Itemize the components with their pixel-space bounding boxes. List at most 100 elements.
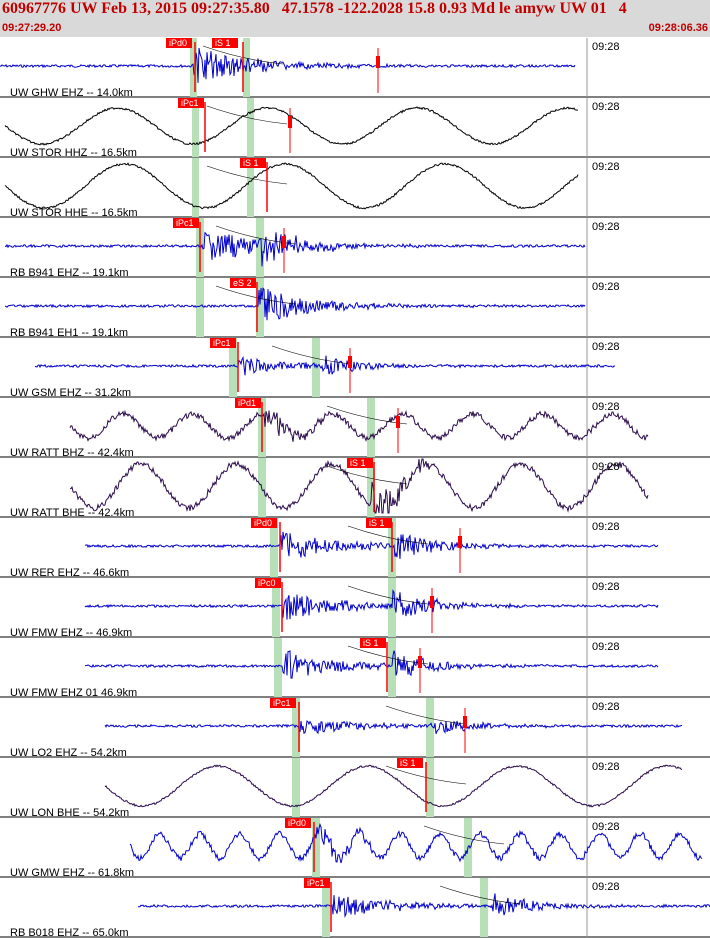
travel-time-curve — [347, 585, 429, 605]
trace-time: 09:28 — [592, 401, 620, 413]
phase-window — [192, 158, 199, 217]
header-bar: 60967776 UW Feb 13, 2015 09:27:35.80 47.… — [0, 0, 710, 37]
pick-label: iPc1 — [181, 98, 199, 108]
waveform — [0, 47, 576, 83]
travel-time-curve — [385, 705, 467, 725]
phase-window — [196, 278, 204, 337]
waveform — [69, 458, 649, 514]
trace-time: 09:28 — [592, 641, 620, 653]
phase-window — [322, 878, 330, 937]
phase-window — [247, 158, 254, 217]
pick-label: iS 1 — [350, 458, 366, 468]
amplitude-bar — [463, 716, 467, 728]
pick-label: iPc1 — [213, 338, 231, 348]
waveform — [4, 106, 579, 146]
trace-time: 09:28 — [592, 521, 620, 533]
station-label: UW LON BHE -- 54.2km — [10, 807, 129, 819]
phase-window — [256, 218, 264, 277]
pick-flag[interactable] — [251, 518, 277, 528]
pick-flag[interactable] — [285, 818, 311, 828]
pick-label: iS 1 — [363, 638, 379, 648]
pick-label: iS 1 — [215, 38, 231, 48]
pick-flag[interactable] — [397, 758, 423, 768]
station-label: UW RATT BHE -- 42.4km — [10, 507, 134, 519]
trace-row: iPd1 09:28 UW RATT BHZ -- 42.4km — [0, 398, 710, 459]
waveform — [104, 720, 683, 735]
travel-time-curve — [215, 285, 297, 305]
station-label: UW GMW EHZ -- 61.8km — [10, 867, 134, 879]
phase-window — [312, 818, 320, 877]
waveform — [4, 231, 586, 267]
amplitude-bar — [396, 416, 400, 428]
pick-flag[interactable] — [230, 278, 256, 288]
travel-time-curve — [206, 165, 288, 185]
phase-window — [229, 338, 237, 397]
trace-row: iPc1 09:28 RB B018 EHZ -- 65.0km — [0, 878, 710, 938]
waveform — [84, 589, 659, 620]
trace-time: 09:28 — [592, 341, 620, 353]
station-label: RB B941 EH1 -- 19.1km — [10, 327, 128, 339]
trace-row: iPc0 09:28 UW FMW EHZ -- 46.9km — [0, 578, 710, 639]
trace-row: iPd0 iS 1 09:28 UW RER EHZ -- 46.6km — [0, 518, 710, 579]
pick-flag[interactable] — [173, 218, 199, 228]
pick-flag[interactable] — [255, 578, 281, 588]
phase-window — [256, 278, 264, 337]
travel-time-curve — [271, 345, 353, 365]
pick-label: iPd1 — [238, 398, 256, 408]
pick-flag[interactable] — [166, 38, 192, 48]
travel-time-curve — [347, 525, 429, 545]
seismogram-panel: iPd0 iS 1 09:28 UW GHW EHZ -- 14.0km iPc1 09:… — [0, 38, 710, 938]
waveform — [69, 409, 649, 442]
trace-row: iPd0 iS 1 09:28 UW GHW EHZ -- 14.0km — [0, 38, 710, 99]
phase-window — [388, 638, 396, 697]
pick-flag[interactable] — [304, 878, 330, 888]
pick-label: iPd0 — [169, 38, 187, 48]
pick-flag[interactable] — [210, 338, 236, 348]
pick-label: iS 1 — [369, 518, 385, 528]
amplitude-bar — [430, 596, 434, 608]
pick-flag[interactable] — [240, 158, 266, 168]
trace-row: iPc1 09:28 UW LO2 EHZ -- 54.2km — [0, 698, 710, 759]
phase-window — [367, 458, 375, 517]
end-time: 09:28:06.36 — [648, 22, 708, 34]
pick-label: iPc1 — [176, 218, 194, 228]
phase-window — [426, 758, 434, 817]
pick-flag[interactable] — [360, 638, 386, 648]
pick-label: iS 1 — [400, 758, 416, 768]
trace-time: 09:28 — [592, 821, 620, 833]
pick-flag[interactable] — [178, 98, 204, 108]
waveform — [85, 650, 659, 679]
phase-window — [480, 878, 488, 937]
pick-flag[interactable] — [270, 698, 296, 708]
amplitude-bar — [282, 236, 286, 248]
station-label: UW FMW EHZ 01 46.9km — [10, 687, 137, 699]
station-label: UW STOR HHZ -- 16.5km — [10, 147, 137, 159]
trace-time: 09:28 — [592, 41, 620, 53]
amplitude-bar — [288, 116, 292, 128]
phase-window — [367, 398, 375, 457]
pick-label: iPd0 — [288, 818, 306, 828]
station-label: UW GHW EHZ -- 14.0km — [10, 87, 133, 99]
pick-flag[interactable] — [235, 398, 261, 408]
waveform — [4, 162, 579, 210]
station-label: UW STOR HHE -- 16.5km — [10, 207, 138, 219]
waveform — [138, 893, 710, 919]
pick-flag[interactable] — [212, 38, 238, 48]
pick-label: iPc1 — [273, 698, 291, 708]
station-label: UW LO2 EHZ -- 54.2km — [10, 747, 127, 759]
phase-window — [426, 698, 434, 757]
trace-row: iPd0 09:28 UW GMW EHZ -- 61.8km — [0, 818, 710, 879]
pick-flag[interactable] — [366, 518, 392, 528]
phase-window — [274, 638, 282, 697]
amplitude-bar — [418, 656, 422, 668]
pick-flag[interactable] — [347, 458, 373, 468]
waveform — [4, 287, 586, 321]
trace-row: iS 1 09:28 UW LON BHE -- 54.2km — [0, 758, 710, 819]
station-label: UW RER EHZ -- 46.6km — [10, 567, 129, 579]
waveform — [85, 531, 659, 559]
trace-time: 09:28 — [592, 461, 620, 473]
start-time: 09:27:29.20 — [2, 22, 62, 34]
trace-time: 09:28 — [592, 881, 620, 893]
trace-time: 09:28 — [592, 761, 620, 773]
trace-time: 09:28 — [592, 581, 620, 593]
